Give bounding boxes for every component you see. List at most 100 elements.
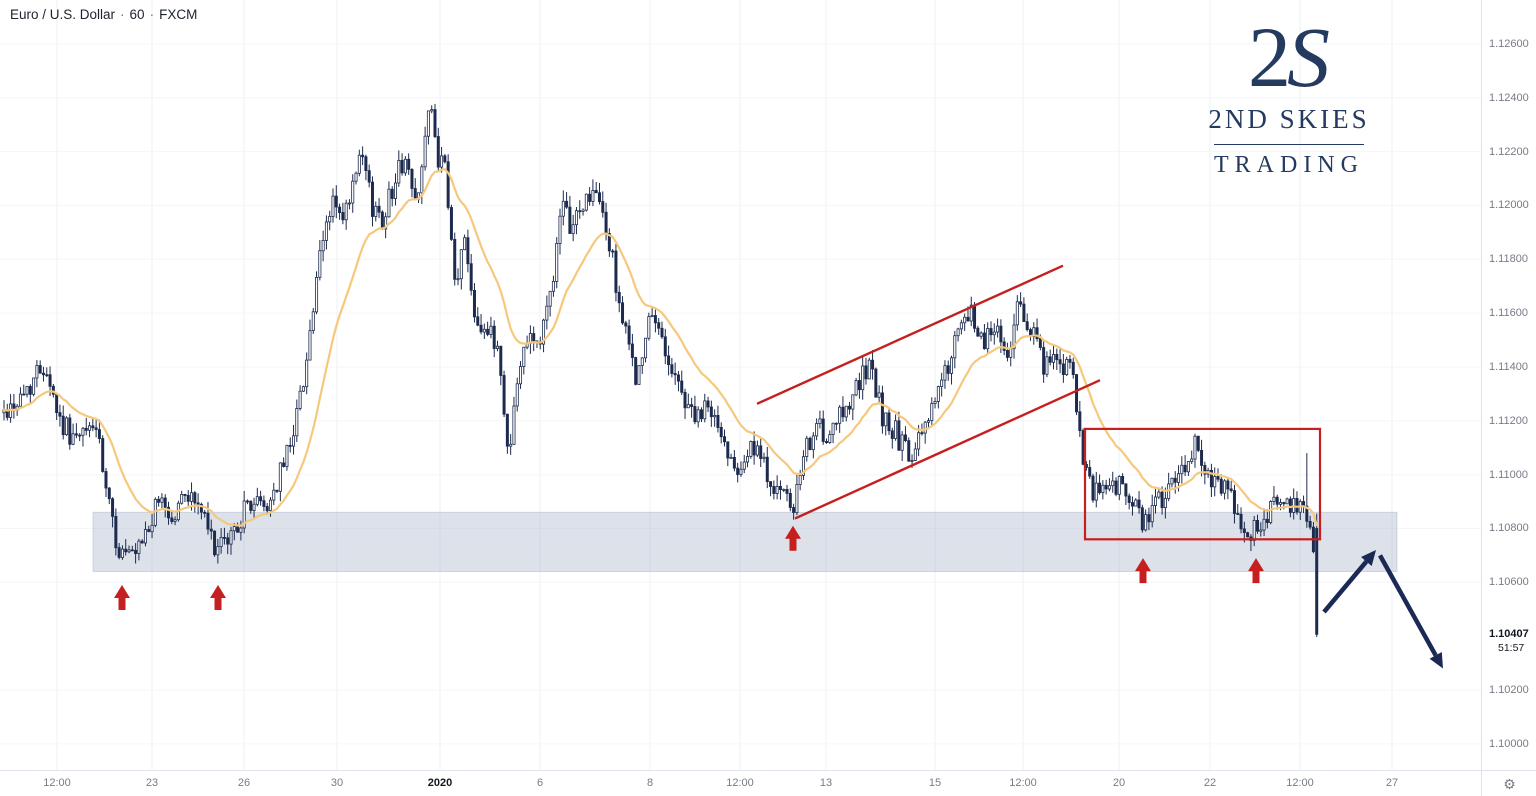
candle-body bbox=[561, 200, 565, 217]
legend-separator: · bbox=[149, 7, 155, 22]
candle-body bbox=[65, 417, 69, 436]
candle-body bbox=[1282, 502, 1286, 505]
candle-body bbox=[213, 530, 217, 556]
candle-body bbox=[729, 456, 733, 459]
candle-body bbox=[367, 170, 371, 183]
price-axis[interactable]: 1.12600 1.12400 1.12200 1.12000 1.11800 1.116… bbox=[1481, 0, 1536, 770]
gear-icon[interactable]: ⚙ bbox=[1503, 776, 1516, 792]
candle-body bbox=[1124, 483, 1128, 497]
interval-label[interactable]: 60 bbox=[129, 7, 145, 22]
support-zone[interactable] bbox=[92, 511, 1398, 572]
candle-body bbox=[1055, 353, 1059, 361]
exchange-label[interactable]: FXCM bbox=[159, 7, 198, 22]
candle-body bbox=[996, 325, 1000, 333]
candle-body bbox=[347, 202, 351, 205]
candle-body bbox=[193, 492, 197, 504]
candle-body bbox=[71, 433, 75, 445]
candle-body bbox=[1091, 475, 1095, 501]
candle-body bbox=[403, 158, 407, 174]
consolidation-box[interactable] bbox=[1083, 427, 1322, 541]
candle-body bbox=[775, 485, 779, 494]
candle-body bbox=[565, 200, 569, 208]
candle-body bbox=[45, 374, 49, 377]
candle-body bbox=[354, 172, 358, 182]
candle-body bbox=[28, 385, 32, 395]
candle-body bbox=[1065, 358, 1069, 375]
chart-plot-area[interactable]: Euro / U.S. Dollar · 60 · FXCM 2S 2ND SKIES … bbox=[0, 0, 1481, 770]
symbol-legend[interactable]: Euro / U.S. Dollar · 60 · FXCM bbox=[10, 7, 197, 22]
candle-body bbox=[880, 392, 884, 427]
channel-trendline[interactable] bbox=[756, 264, 1064, 405]
candle-body bbox=[101, 438, 105, 472]
candle-body bbox=[48, 374, 52, 387]
candle-body bbox=[338, 206, 342, 214]
candle-body bbox=[805, 437, 809, 457]
brand-subtitle: TRADING bbox=[1214, 152, 1364, 178]
candle-body bbox=[74, 433, 78, 436]
candle-body bbox=[68, 417, 72, 445]
candle-body bbox=[884, 412, 888, 427]
candle-body bbox=[1127, 495, 1131, 503]
candle-body bbox=[147, 529, 151, 533]
candle-body bbox=[1019, 301, 1023, 305]
candle-body bbox=[183, 493, 187, 496]
candle-body bbox=[1005, 349, 1009, 358]
candle-body bbox=[584, 193, 588, 211]
candle-body bbox=[91, 425, 95, 429]
candle-body bbox=[25, 385, 29, 395]
candle-body bbox=[196, 502, 200, 505]
axis-settings-corner[interactable]: ⚙ bbox=[1481, 770, 1536, 796]
candle-body bbox=[1177, 473, 1181, 483]
candle-body bbox=[693, 406, 697, 423]
up-arrow-marker[interactable] bbox=[785, 525, 801, 551]
candle-body bbox=[966, 316, 970, 322]
up-arrow-marker[interactable] bbox=[1135, 558, 1151, 584]
candle-body bbox=[986, 328, 990, 350]
candle-body bbox=[249, 500, 253, 511]
candle-body bbox=[341, 212, 345, 221]
candle-body bbox=[390, 188, 394, 199]
candle-body bbox=[1229, 488, 1233, 491]
time-tick-label: 22 bbox=[1203, 777, 1217, 789]
candle-body bbox=[1094, 482, 1098, 501]
candle-body bbox=[825, 441, 829, 444]
candle-body bbox=[1075, 374, 1079, 413]
candle-body bbox=[910, 459, 914, 462]
candle-body bbox=[321, 239, 325, 252]
candle-body bbox=[930, 403, 934, 422]
up-arrow-marker[interactable] bbox=[1248, 558, 1264, 584]
candle-body bbox=[667, 355, 671, 366]
candle-body bbox=[206, 512, 210, 530]
candle-body bbox=[1025, 321, 1029, 331]
candle-body bbox=[821, 418, 825, 442]
brand-name: 2ND SKIES bbox=[1208, 104, 1370, 134]
price-chart-canvas[interactable] bbox=[0, 0, 1481, 770]
channel-trendline[interactable] bbox=[794, 379, 1101, 520]
candle-body bbox=[331, 195, 335, 217]
candle-body bbox=[328, 215, 332, 223]
candle-body bbox=[989, 328, 993, 336]
candle-body bbox=[578, 210, 582, 213]
time-axis[interactable]: 12:00 23 26 30 2020 6 8 12:00 13 15 12:00 20 22 12:00… bbox=[0, 770, 1481, 796]
up-arrow-marker[interactable] bbox=[210, 585, 226, 610]
candle-body bbox=[1203, 464, 1207, 475]
candle-body bbox=[857, 380, 861, 391]
projection-arrow[interactable] bbox=[1322, 560, 1369, 614]
candle-body bbox=[157, 498, 161, 503]
up-arrow-marker[interactable] bbox=[114, 585, 130, 610]
candle-body bbox=[887, 412, 891, 432]
symbol-name[interactable]: Euro / U.S. Dollar bbox=[10, 7, 116, 22]
time-tick-label: 30 bbox=[330, 777, 344, 789]
candle-body bbox=[844, 405, 848, 418]
time-tick-label: 23 bbox=[145, 777, 159, 789]
candle-body bbox=[1088, 467, 1092, 477]
candle-body bbox=[262, 500, 266, 507]
candle-body bbox=[1045, 356, 1049, 375]
candle-body bbox=[1002, 341, 1006, 351]
candle-body bbox=[377, 205, 381, 213]
candle-body bbox=[170, 517, 174, 522]
candle-body bbox=[551, 280, 555, 292]
candle-body bbox=[242, 500, 246, 529]
candle-body bbox=[588, 193, 592, 202]
projection-arrow[interactable] bbox=[1378, 554, 1438, 657]
